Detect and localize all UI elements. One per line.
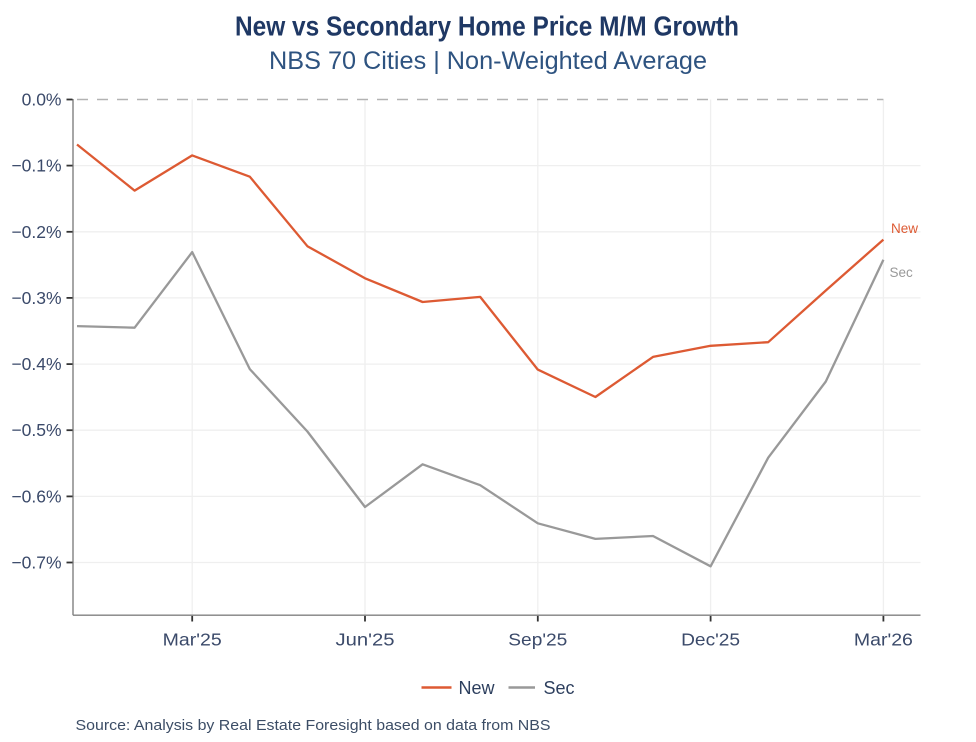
- svg-text:Mar'25: Mar'25: [163, 630, 222, 650]
- svg-text:−0.1%: −0.1%: [11, 156, 61, 176]
- svg-text:New vs Secondary Home Price M/: New vs Secondary Home Price M/M Growth: [235, 11, 739, 42]
- svg-text:Dec'25: Dec'25: [681, 630, 740, 650]
- svg-text:−0.2%: −0.2%: [11, 222, 61, 242]
- svg-text:−0.7%: −0.7%: [11, 553, 61, 573]
- svg-text:−0.6%: −0.6%: [11, 486, 61, 506]
- svg-text:Sec: Sec: [544, 678, 575, 698]
- svg-text:Source: Analysis by Real Estat: Source: Analysis by Real Estate Foresigh…: [76, 717, 551, 734]
- svg-text:Mar'26: Mar'26: [854, 630, 913, 650]
- svg-text:0.0%: 0.0%: [22, 90, 62, 110]
- svg-text:NBS 70 Cities | Non-Weighted A: NBS 70 Cities | Non-Weighted Average: [269, 47, 707, 75]
- svg-text:New: New: [459, 678, 496, 698]
- svg-text:Sec: Sec: [890, 265, 914, 280]
- svg-text:New: New: [891, 221, 918, 236]
- svg-text:Jun'25: Jun'25: [336, 630, 395, 650]
- svg-text:−0.5%: −0.5%: [11, 420, 61, 440]
- svg-text:−0.4%: −0.4%: [11, 354, 61, 374]
- svg-text:−0.3%: −0.3%: [11, 288, 61, 308]
- svg-text:Sep'25: Sep'25: [508, 630, 567, 650]
